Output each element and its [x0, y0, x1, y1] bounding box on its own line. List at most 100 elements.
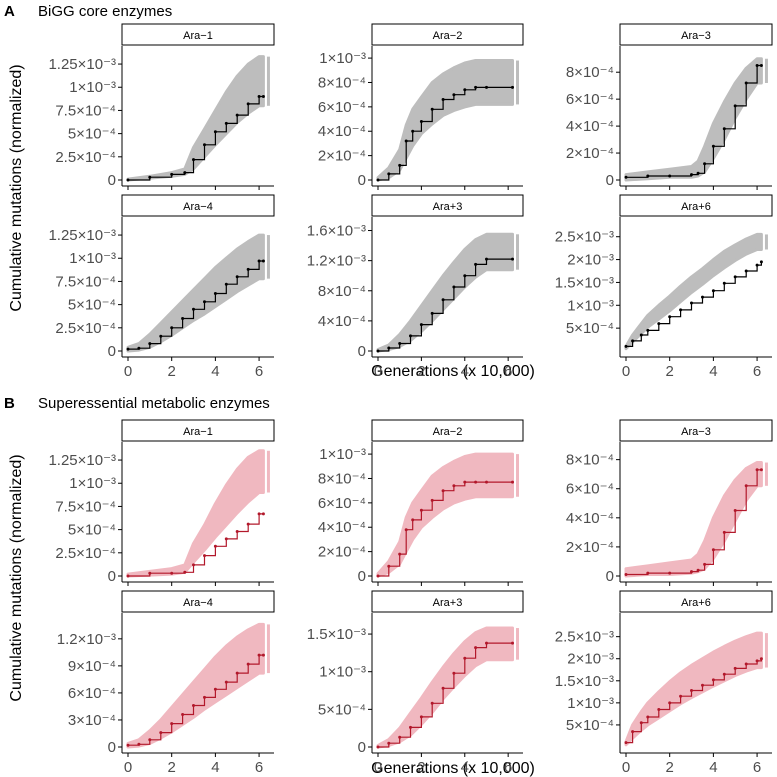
y-tick-label: 7.5×10⁻⁴	[55, 498, 116, 515]
observed-point	[474, 262, 478, 266]
observed-point	[235, 275, 239, 279]
y-tick-label: 1.5×10⁻³	[555, 274, 614, 291]
observed-point	[159, 731, 163, 735]
y-tick-label: 1×10⁻³	[69, 79, 116, 96]
facet-strip-label: Ara−3	[681, 30, 711, 42]
observed-point	[755, 659, 759, 663]
y-tick-label: 8×10⁻⁴	[566, 64, 614, 81]
x-axis-title-a: Generations (x 10,000)	[371, 363, 535, 380]
x-tick-label: 0	[374, 363, 382, 380]
observed-point	[696, 171, 700, 175]
facet-strip-label: Ara+3	[433, 597, 463, 609]
facet-strip	[121, 590, 275, 613]
observed-point	[398, 163, 402, 167]
observed-point	[703, 162, 707, 166]
facet-strip	[371, 23, 524, 46]
observed-point	[452, 484, 456, 488]
observed-point	[183, 171, 187, 175]
section-title-a: BiGG core enzymes	[38, 3, 172, 20]
observed-line	[128, 513, 264, 577]
observed-point	[203, 300, 206, 304]
x-tick-label: 6	[504, 363, 512, 380]
y-tick-label: 2.5×10⁻⁴	[55, 545, 116, 562]
observed-point	[701, 683, 704, 687]
observed-point	[419, 508, 423, 512]
facet-strip	[619, 419, 773, 442]
y-tick-label: 1×10⁻³	[69, 475, 116, 492]
facet-panel: Ara+6 5×10⁻⁴ 1×10⁻³ 1.5×10⁻³ 2×10⁻³ 2.5×10⁻³ 0…	[555, 194, 773, 380]
observed-point	[419, 715, 423, 719]
observed-point	[398, 552, 402, 556]
observed-line	[378, 86, 513, 181]
y-tick-label: 5×10⁻⁴	[566, 717, 614, 734]
y-tick-label: 1.25×10⁻³	[48, 227, 116, 244]
observed-point	[733, 666, 737, 670]
y-tick-label: 0	[108, 172, 116, 189]
observed-point	[261, 512, 265, 516]
observed-point	[137, 742, 141, 746]
y-tick-label: 4×10⁻⁴	[566, 118, 614, 135]
observed-point	[137, 346, 141, 350]
y-tick-label: 1.25×10⁻³	[48, 452, 116, 469]
y-tick-label: 1.2×10⁻³	[307, 253, 366, 270]
observed-line	[378, 481, 513, 577]
facet-strip	[371, 194, 524, 217]
observed-line	[626, 64, 762, 178]
observed-point	[441, 489, 445, 493]
y-tick-label: 7.5×10⁻⁴	[55, 273, 116, 290]
observed-point	[463, 88, 467, 92]
x-tick-label: 4	[709, 759, 717, 776]
facet-strip-label: Ara−1	[183, 30, 213, 42]
observed-point	[261, 259, 265, 263]
y-tick-label: 0	[606, 568, 614, 585]
y-tick-label: 2.5×10⁻⁴	[55, 320, 116, 337]
y-tick-label: 8×10⁻⁴	[318, 74, 366, 91]
x-tick-label: 4	[461, 759, 469, 776]
observed-point	[181, 713, 185, 716]
observed-point	[668, 315, 672, 319]
observed-point	[639, 333, 643, 337]
observed-point	[398, 735, 402, 739]
x-tick-label: 4	[211, 363, 219, 380]
x-tick-label: 0	[124, 363, 132, 380]
null-envelope-area	[126, 233, 265, 353]
y-tick-label: 2×10⁻⁴	[566, 539, 614, 556]
observed-point	[126, 178, 130, 182]
observed-point	[696, 568, 700, 572]
facet-panel: Ara−302×10⁻⁴4×10⁻⁴6×10⁻⁴8×10⁻⁴0246	[566, 419, 773, 605]
y-tick-label: 0	[358, 568, 366, 585]
facet-strip	[121, 194, 275, 217]
observed-point	[690, 173, 693, 177]
observed-point	[430, 498, 434, 502]
null-envelope-area	[126, 55, 265, 182]
facet-strip-label: Ara+6	[681, 597, 711, 609]
observed-line	[626, 469, 762, 576]
x-tick-label: 2	[417, 363, 425, 380]
observed-point	[257, 512, 261, 516]
observed-line	[378, 642, 513, 748]
y-tick-label: 8×10⁻⁴	[318, 283, 366, 300]
facet-strip-label: Ara−3	[681, 426, 711, 438]
observed-point	[404, 528, 408, 532]
y-tick-label: 6×10⁻⁴	[68, 685, 116, 702]
y-tick-label: 5×10⁻⁴	[68, 126, 116, 143]
observed-point	[430, 107, 434, 111]
y-tick-label: 2.5×10⁻³	[555, 629, 614, 646]
observed-point	[159, 334, 163, 338]
y-tick-label: 4×10⁻⁴	[318, 123, 366, 140]
observed-point	[181, 317, 185, 320]
y-tick-label: 2×10⁻³	[567, 651, 614, 668]
facet-panel: Ara−4 0 3×10⁻⁴ 6×10⁻⁴ 9×10⁻⁴ 1.2×10⁻³ 0 2 4 6	[57, 590, 275, 776]
observed-point	[224, 537, 228, 541]
observed-point	[246, 662, 250, 666]
observed-point	[711, 678, 715, 682]
observed-line	[378, 258, 513, 352]
observed-point	[657, 322, 661, 326]
observed-point	[213, 292, 217, 295]
facet-strip	[371, 419, 524, 442]
observed-point	[485, 641, 488, 645]
observed-point	[430, 701, 434, 705]
observed-point	[235, 671, 239, 675]
observed-point	[485, 85, 488, 89]
observed-point	[126, 347, 130, 351]
